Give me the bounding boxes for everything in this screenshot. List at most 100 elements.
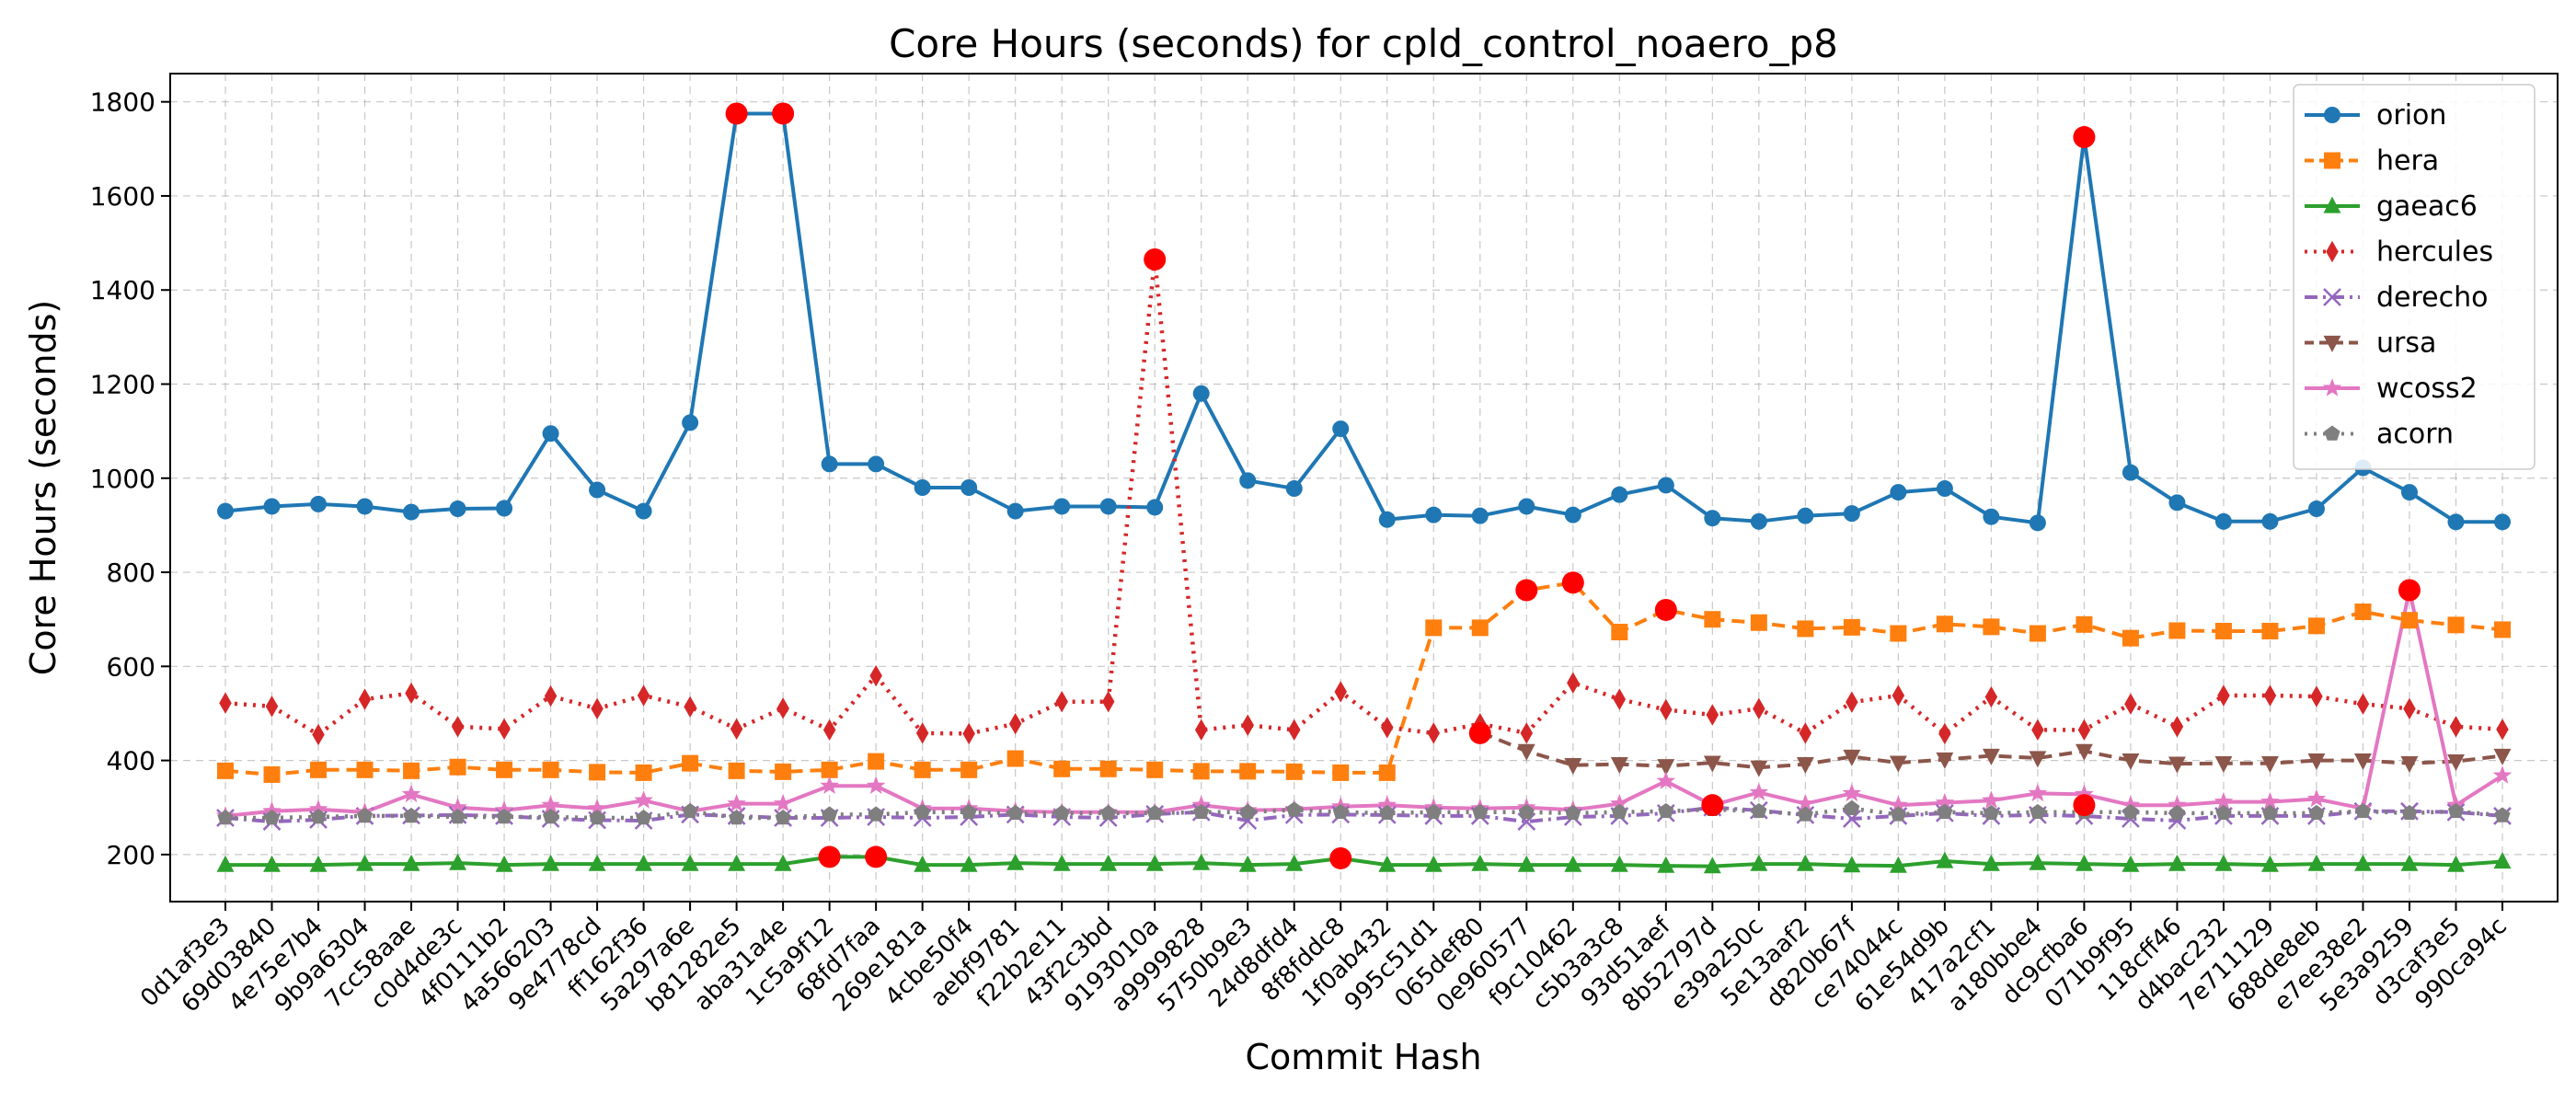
data-point-acorn bbox=[217, 809, 234, 825]
data-point-acorn bbox=[1239, 803, 1256, 820]
data-point-acorn bbox=[2030, 803, 2046, 820]
data-point-hercules bbox=[1008, 713, 1022, 735]
data-point-hera bbox=[2168, 622, 2186, 639]
data-point-acorn bbox=[1332, 803, 1349, 820]
data-point-gaeac6 bbox=[1610, 855, 1628, 872]
data-point-hera bbox=[1099, 760, 1117, 777]
data-point-hera bbox=[682, 754, 699, 772]
data-point-hera bbox=[1053, 760, 1071, 777]
data-point-acorn bbox=[543, 808, 559, 824]
data-point-hercules bbox=[1938, 722, 1951, 745]
legend-label-hera: hera bbox=[2376, 145, 2439, 178]
data-point-hera bbox=[914, 761, 931, 778]
highlight-point bbox=[725, 102, 748, 125]
data-point-gaeac6 bbox=[2400, 854, 2419, 871]
data-point-gaeac6 bbox=[2029, 853, 2047, 870]
data-point-hercules bbox=[637, 684, 650, 707]
data-point-wcoss2 bbox=[1656, 771, 1676, 789]
data-point-gaeac6 bbox=[216, 855, 235, 872]
plot-frame bbox=[169, 73, 2559, 903]
data-point-orion bbox=[2447, 513, 2465, 531]
data-point-orion bbox=[821, 455, 838, 473]
data-point-ursa bbox=[1610, 757, 1628, 775]
data-point-hera bbox=[635, 764, 652, 781]
data-point-hera bbox=[2261, 622, 2279, 639]
data-point-wcoss2 bbox=[1377, 795, 1397, 813]
data-point-acorn bbox=[310, 808, 327, 824]
data-point-hercules bbox=[1799, 722, 1812, 744]
data-point-gaeac6 bbox=[774, 854, 792, 871]
y-axis-ticks: 200 400 600 800 1000 1200 1400 1600 1800 bbox=[90, 87, 170, 870]
data-point-hera bbox=[542, 761, 559, 778]
data-point-gaeac6 bbox=[1889, 856, 1907, 873]
data-point-hera bbox=[2400, 612, 2418, 629]
data-point-hera bbox=[2354, 604, 2372, 620]
data-point-orion bbox=[2494, 513, 2511, 531]
data-point-orion bbox=[2122, 464, 2139, 481]
data-point-orion bbox=[263, 498, 281, 515]
data-point-ursa bbox=[1982, 748, 2000, 765]
data-point-orion bbox=[1099, 498, 1117, 515]
data-point-acorn bbox=[2168, 804, 2185, 821]
data-point-acorn bbox=[1379, 804, 1396, 821]
data-point-acorn bbox=[496, 808, 512, 824]
data-point-derecho bbox=[1842, 810, 1861, 828]
data-point-acorn bbox=[1890, 806, 1906, 822]
legend-marker-hera bbox=[2324, 152, 2340, 169]
legend-label-acorn: acorn bbox=[2376, 419, 2454, 451]
data-point-hera bbox=[496, 761, 513, 778]
data-point-gaeac6 bbox=[2260, 855, 2279, 872]
data-point-hercules bbox=[265, 696, 279, 718]
data-point-wcoss2 bbox=[2492, 765, 2513, 784]
data-point-hera bbox=[1797, 620, 1814, 638]
data-point-hera bbox=[1425, 619, 1443, 637]
data-point-acorn bbox=[1565, 804, 1581, 821]
data-point-hercules bbox=[2496, 719, 2509, 741]
data-point-hercules bbox=[822, 719, 836, 742]
data-point-wcoss2 bbox=[2168, 795, 2187, 813]
data-point-orion bbox=[1750, 512, 1767, 530]
data-point-gaeac6 bbox=[588, 854, 606, 871]
data-point-hera bbox=[263, 765, 281, 783]
data-point-orion bbox=[1657, 477, 1674, 494]
y-tick-label: 1400 bbox=[90, 275, 155, 305]
data-point-acorn bbox=[1983, 804, 1999, 821]
data-point-hercules bbox=[1520, 722, 1534, 744]
data-point-acorn bbox=[682, 802, 698, 819]
legend-label-ursa: ursa bbox=[2376, 328, 2436, 360]
legend-marker-acorn bbox=[2324, 425, 2340, 441]
data-point-hera bbox=[1750, 614, 1767, 631]
legend-label-hercules: hercules bbox=[2376, 236, 2493, 269]
data-point-acorn bbox=[449, 808, 466, 824]
data-point-orion bbox=[1053, 498, 1071, 515]
data-point-hercules bbox=[1613, 688, 1627, 710]
data-point-hercules bbox=[1194, 719, 1208, 742]
data-point-ursa bbox=[1564, 758, 1582, 776]
highlight-point bbox=[1654, 598, 1677, 621]
data-point-hera bbox=[1285, 763, 1303, 780]
data-point-ursa bbox=[2307, 753, 2326, 770]
data-point-hera bbox=[1471, 619, 1489, 637]
highlight-point bbox=[2073, 126, 2096, 149]
data-point-gaeac6 bbox=[2122, 855, 2140, 872]
highlight-point bbox=[2073, 794, 2096, 817]
highlight-point bbox=[1701, 794, 1724, 817]
data-point-orion bbox=[1936, 480, 1953, 498]
data-point-ursa bbox=[1657, 759, 1675, 776]
data-point-acorn bbox=[1100, 804, 1117, 821]
data-point-hera bbox=[821, 761, 838, 778]
data-point-ursa bbox=[2214, 756, 2233, 774]
data-point-ursa bbox=[1517, 743, 1535, 761]
data-point-hercules bbox=[2077, 719, 2091, 742]
data-point-orion bbox=[589, 481, 606, 499]
data-point-ursa bbox=[2447, 753, 2465, 771]
data-point-hera bbox=[1704, 611, 1721, 628]
data-point-acorn bbox=[729, 809, 745, 825]
legend-label-orion: orion bbox=[2376, 99, 2446, 132]
data-point-orion bbox=[635, 502, 652, 520]
y-tick-label: 800 bbox=[107, 558, 155, 588]
data-point-hercules bbox=[1287, 719, 1301, 742]
data-point-hercules bbox=[2263, 684, 2277, 707]
data-point-orion bbox=[217, 502, 234, 520]
data-point-ursa bbox=[1796, 757, 1814, 775]
